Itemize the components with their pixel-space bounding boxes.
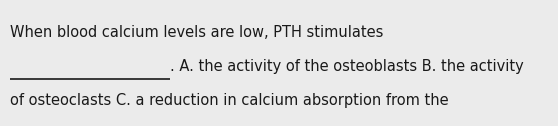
- Text: . A. the activity of the osteoblasts B. the activity: . A. the activity of the osteoblasts B. …: [170, 59, 524, 74]
- Text: of osteoclasts C. a reduction in calcium absorption from the: of osteoclasts C. a reduction in calcium…: [10, 93, 449, 108]
- Text: When blood calcium levels are low, PTH stimulates: When blood calcium levels are low, PTH s…: [10, 25, 383, 40]
